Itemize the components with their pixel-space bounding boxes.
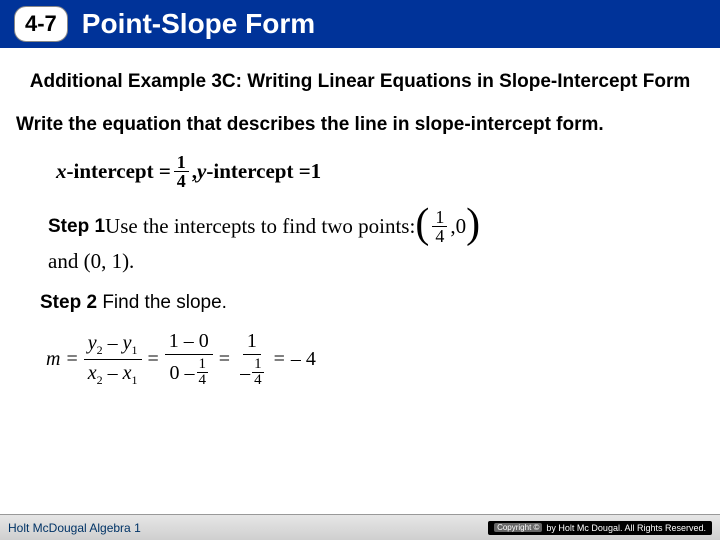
intercept-word-2: -intercept = [206,159,310,184]
simpl-bot: – 1 4 [236,355,268,388]
equals-4: = [274,348,285,371]
content-area: Additional Example 3C: Writing Linear Eq… [0,48,720,388]
frac-den: 4 [432,227,447,245]
step-2-line: Step 2 Find the slope. [40,292,704,314]
step1-label: Step 1 [48,216,105,238]
example-heading: Additional Example 3C: Writing Linear Eq… [16,70,704,95]
copyright-badge: Copyright © [494,523,542,532]
open-paren-icon: ( [415,208,429,242]
point1-x-fraction: 1 4 [432,208,447,245]
formula-bot: x2 – x1 [84,360,142,387]
x-var: x [56,159,67,184]
footer-copyright: Copyright © by Holt Mc Dougal. All Right… [488,521,712,535]
given-intercepts: x -intercept = 1 4 , y -intercept = 1 [56,153,704,190]
close-paren-icon: ) [466,208,480,242]
frac-num: 1 [432,208,447,227]
y-var: y [197,159,206,184]
sub-top: 1 – 0 [165,330,213,355]
m-var: m [46,348,60,371]
slope-sub-fraction: 1 – 0 0 – 1 4 [165,330,213,388]
footer-textbook: Holt McDougal Algebra 1 [8,521,141,535]
x-intercept-fraction: 1 4 [174,153,189,190]
step1-text-b: and (0, 1). [48,249,704,274]
mini-fraction: 1 4 [197,357,209,388]
step-1-line: Step 1 Use the intercepts to find two po… [48,208,704,245]
point1-y: 0 [456,214,467,239]
step2-text: Find the slope. [102,292,227,313]
equals-1: = [66,348,77,371]
mini-fraction-2: 1 4 [252,357,264,388]
lesson-number-badge: 4-7 [14,6,68,42]
slope-formula-fraction: y2 – y1 x2 – x1 [84,332,142,387]
slope-equation: m = y2 – y1 x2 – x1 = 1 – 0 0 – 1 4 = 1 [46,330,704,388]
step2-label: Step 2 [40,292,97,313]
lesson-title: Point-Slope Form [82,8,315,40]
footer-bar: Holt McDougal Algebra 1 Copyright © by H… [0,514,720,540]
copyright-text: by Holt Mc Dougal. All Rights Reserved. [546,523,706,533]
slope-simpl-fraction: 1 – 1 4 [236,330,268,388]
slope-result: – 4 [291,348,316,371]
frac-num: 1 [174,153,189,172]
formula-top: y2 – y1 [84,332,142,360]
intercept-word-1: -intercept = [67,159,171,184]
equals-2: = [148,348,159,371]
sub-bot: 0 – 1 4 [166,355,213,388]
simpl-top: 1 [243,330,261,355]
problem-prompt: Write the equation that describes the li… [16,113,704,138]
step1-text-a: Use the intercepts to find two points: [105,214,415,239]
y-intercept-value: 1 [311,159,322,184]
frac-den: 4 [174,172,189,190]
equals-3: = [219,348,230,371]
header-bar: 4-7 Point-Slope Form [0,0,720,48]
